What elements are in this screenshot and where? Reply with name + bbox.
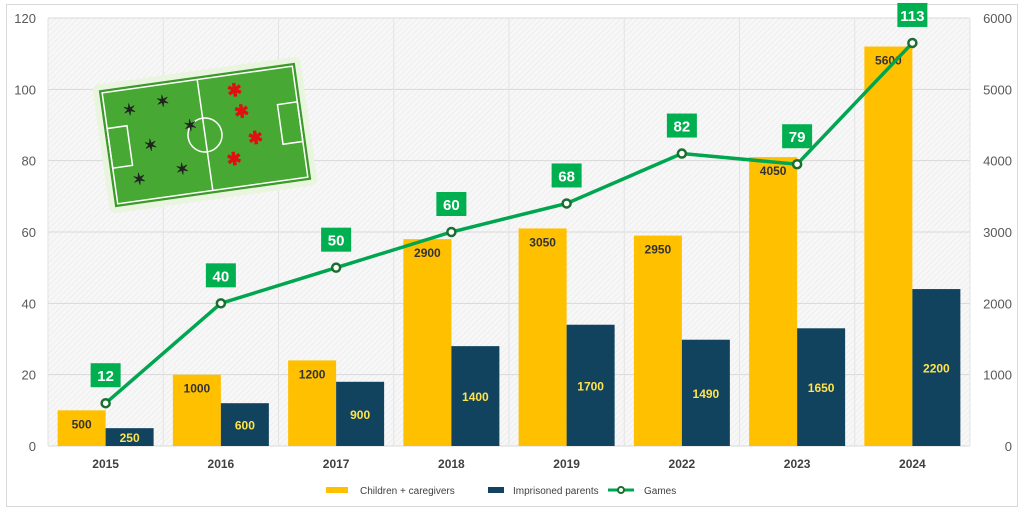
- games-point: [907, 37, 918, 49]
- category-label: 2016: [208, 457, 235, 471]
- games-point: [561, 198, 572, 209]
- bar-data-label: 4050: [760, 164, 787, 178]
- svg-text:✱: ✱: [225, 148, 243, 170]
- bar-data-label: 900: [350, 408, 370, 422]
- legend-swatch-parents: [488, 487, 504, 493]
- category-label: 2024: [899, 457, 926, 471]
- games-data-label: 50: [328, 233, 345, 250]
- games-label-box: [90, 363, 121, 388]
- bar-data-label: 2900: [414, 246, 441, 260]
- games-point: [330, 262, 342, 273]
- svg-text:✶: ✶: [183, 117, 199, 136]
- bar-data-label: 1700: [577, 379, 604, 393]
- right-axis-tick: 5000: [983, 82, 1012, 97]
- bar-imprisoned-parents: [451, 346, 500, 446]
- svg-text:✶: ✶: [155, 93, 171, 112]
- bar-imprisoned-parents: [912, 289, 961, 446]
- right-axis-tick: 2000: [983, 296, 1012, 311]
- games-label-box: [782, 124, 813, 149]
- soccer-field-drawing: ✶ ✶✶ ✶✶✶ ✱✱✱✱: [92, 56, 318, 214]
- svg-text:✱: ✱: [233, 101, 251, 123]
- category-label: 2023: [784, 457, 811, 471]
- svg-text:✶: ✶: [143, 137, 159, 156]
- right-axis-tick: 1000: [983, 368, 1012, 383]
- bar-imprisoned-parents: [105, 428, 154, 446]
- games-point: [676, 148, 688, 159]
- games-label-box: [205, 263, 236, 288]
- svg-text:✶: ✶: [132, 171, 148, 190]
- left-axis-tick: 20: [22, 368, 36, 383]
- right-axis-tick: 3000: [983, 225, 1012, 240]
- category-label: 2017: [323, 457, 350, 471]
- games-data-label: 12: [97, 368, 114, 385]
- games-data-label: 113: [900, 8, 924, 25]
- legend-label: Games: [644, 486, 676, 497]
- bar-data-label: 600: [235, 419, 255, 433]
- category-label: 2019: [553, 457, 580, 471]
- bar-children-caregivers: [633, 235, 682, 446]
- bar-children-caregivers: [57, 410, 106, 446]
- right-axis-tick: 0: [1005, 439, 1012, 454]
- games-point: [100, 397, 111, 409]
- left-axis-tick: 40: [22, 296, 36, 311]
- bar-children-caregivers: [518, 228, 567, 446]
- bar-data-label: 1200: [299, 367, 326, 381]
- bar-data-label: 3050: [529, 235, 556, 249]
- svg-text:✶: ✶: [122, 101, 138, 120]
- legend-label: Imprisoned parents: [513, 486, 599, 497]
- legend-marker-games: [617, 486, 625, 494]
- left-axis-tick: 120: [14, 11, 36, 26]
- games-label-box: [551, 163, 582, 188]
- games-point: [215, 298, 227, 309]
- bar-data-label: 5600: [875, 54, 902, 68]
- games-data-label: 60: [443, 197, 460, 214]
- bar-children-caregivers: [288, 360, 337, 446]
- games-label-box: [321, 227, 352, 252]
- bar-data-label: 250: [120, 431, 140, 445]
- bar-data-label: 1000: [184, 382, 211, 396]
- bar-data-label: 1650: [808, 381, 835, 395]
- games-point: [791, 158, 803, 170]
- games-data-label: 68: [558, 168, 575, 185]
- bar-data-label: 2200: [923, 362, 950, 376]
- svg-text:✱: ✱: [226, 79, 244, 101]
- bar-data-label: 500: [72, 417, 92, 431]
- bar-imprisoned-parents: [681, 339, 730, 446]
- svg-text:✶: ✶: [175, 161, 191, 180]
- bar-children-caregivers: [749, 157, 798, 446]
- bar-children-caregivers: [172, 374, 221, 446]
- games-point: [446, 226, 457, 238]
- legend: Children + caregivers Imprisoned parents G…: [326, 486, 676, 497]
- games-data-label: 40: [213, 268, 230, 285]
- left-axis-tick: 80: [22, 154, 36, 169]
- left-axis-tick: 0: [29, 439, 36, 454]
- bar-data-label: 2950: [645, 243, 672, 257]
- right-axis-tick: 6000: [983, 11, 1012, 26]
- games-label-box: [436, 192, 467, 216]
- bar-data-label: 1490: [693, 387, 720, 401]
- bar-children-caregivers: [864, 46, 913, 447]
- left-axis-tick: 60: [22, 225, 36, 240]
- games-line: [104, 41, 914, 405]
- games-label-box: [897, 2, 928, 27]
- games-label-box: [666, 113, 697, 138]
- legend-swatch-children: [326, 487, 348, 493]
- bar-imprisoned-parents: [336, 381, 385, 446]
- bar-data-label: 1400: [462, 390, 489, 404]
- games-data-label: 79: [789, 129, 806, 146]
- category-label: 2015: [92, 457, 119, 471]
- right-axis-tick: 4000: [983, 154, 1012, 169]
- svg-text:✱: ✱: [247, 127, 265, 149]
- bar-imprisoned-parents: [220, 403, 269, 446]
- category-label: 2018: [438, 457, 465, 471]
- legend-label: Children + caregivers: [360, 486, 455, 497]
- category-label: 2022: [669, 457, 696, 471]
- bar-imprisoned-parents: [566, 324, 615, 446]
- left-axis-tick: 100: [14, 82, 36, 97]
- bar-imprisoned-parents: [797, 328, 846, 446]
- bar-children-caregivers: [403, 239, 452, 446]
- games-data-label: 82: [674, 119, 691, 136]
